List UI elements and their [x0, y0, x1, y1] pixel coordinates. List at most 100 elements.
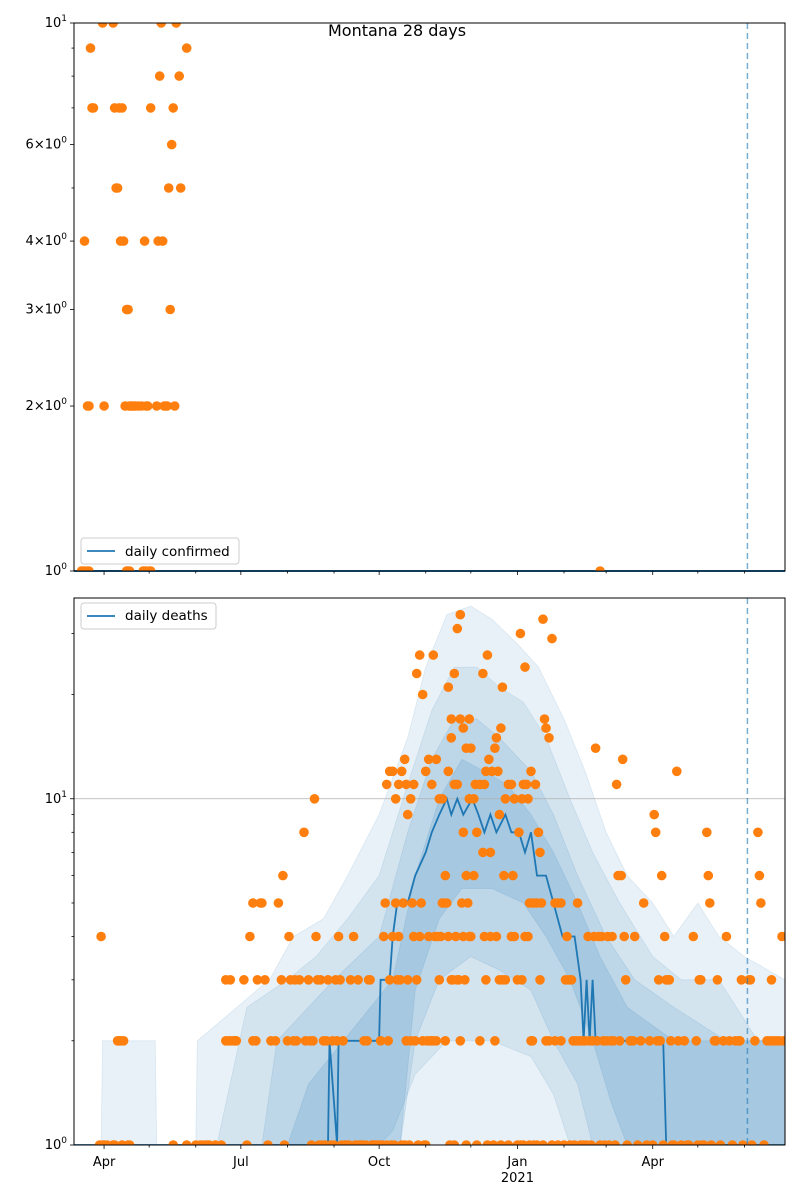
deaths-point: [611, 779, 622, 790]
deaths-y-tick-exponent: 0: [61, 1136, 67, 1146]
deaths-point: [727, 1140, 738, 1145]
deaths-x-tick-label: Apr: [641, 1155, 664, 1170]
deaths-point: [284, 931, 294, 942]
deaths-point: [538, 1140, 548, 1145]
deaths-x-tick-label: Jul: [232, 1155, 249, 1170]
deaths-point: [427, 779, 437, 790]
deaths-point: [653, 975, 664, 985]
deaths-plot-background: [74, 598, 785, 1145]
deaths-point: [544, 733, 554, 743]
deaths-point: [635, 1036, 646, 1046]
deaths-point: [395, 975, 406, 985]
deaths-point: [750, 1036, 760, 1046]
deaths-point: [610, 1140, 620, 1145]
confirmed-point: [145, 103, 156, 113]
deaths-point: [414, 650, 425, 660]
deaths-point: [242, 1140, 252, 1145]
deaths-point: [523, 931, 533, 942]
deaths-point: [323, 975, 333, 985]
deaths-point: [383, 1036, 394, 1046]
deaths-point: [408, 779, 419, 790]
deaths-point: [644, 1036, 655, 1046]
confirmed-point: [174, 71, 184, 81]
confirmed-point: [108, 23, 118, 28]
confirmed-y-tick-exponent: 0: [61, 562, 67, 572]
deaths-point: [539, 714, 550, 724]
deaths-point: [423, 754, 434, 765]
deaths-point: [753, 827, 763, 838]
deaths-point: [118, 1036, 129, 1046]
deaths-point: [691, 1036, 702, 1046]
deaths-point: [442, 898, 452, 908]
confirmed-y-tick-label: 4×100: [26, 232, 68, 249]
confirmed-legend-box: [80, 537, 240, 565]
confirmed-point: [163, 183, 174, 193]
deaths-point: [446, 714, 457, 724]
deaths-point: [390, 794, 401, 804]
deaths-x-tick-label: Apr: [93, 1155, 116, 1170]
deaths-point: [638, 898, 649, 908]
deaths-point: [398, 898, 409, 908]
deaths-point: [497, 682, 508, 692]
deaths-point: [440, 1036, 451, 1046]
deaths-point: [506, 779, 517, 790]
deaths-point: [715, 1140, 726, 1145]
deaths-point: [420, 1140, 431, 1145]
deaths-point: [437, 794, 448, 804]
confirmed-y-tick-label: 100: [45, 562, 68, 579]
deaths-point: [538, 614, 548, 624]
confirmed-point: [595, 566, 605, 571]
deaths-point: [402, 975, 413, 985]
deaths-point: [778, 1036, 785, 1046]
confirmed-point: [117, 103, 127, 113]
deaths-point: [333, 931, 344, 942]
confirmed-legend: daily confirmed: [80, 537, 240, 565]
deaths-point: [669, 1140, 679, 1145]
deaths-point: [294, 975, 305, 985]
deaths-point: [393, 779, 404, 790]
deaths-point: [375, 1036, 386, 1046]
deaths-point: [378, 931, 389, 942]
deaths-point: [402, 809, 413, 820]
confirmed-point: [168, 103, 178, 113]
deaths-y-tick-label: 101: [45, 790, 67, 807]
deaths-point: [672, 766, 682, 777]
deaths-point: [469, 794, 479, 804]
deaths-point: [389, 1140, 399, 1145]
confirmed-legend-label: daily confirmed: [125, 544, 230, 560]
confirmed-plot-background: [74, 23, 785, 571]
deaths-point: [517, 975, 527, 985]
confirmed-y-tick-exponent: 0: [61, 301, 67, 311]
deaths-x-tick-year-label: 2021: [501, 1171, 534, 1186]
deaths-point: [562, 931, 572, 942]
deaths-point: [338, 1036, 348, 1046]
deaths-points: [94, 609, 785, 1145]
confirmed-point: [175, 183, 186, 193]
deaths-point: [711, 1036, 721, 1046]
confirmed-point: [166, 139, 177, 150]
deaths-point: [478, 847, 488, 858]
deaths-point: [735, 1036, 745, 1046]
deaths-point: [572, 898, 583, 908]
deaths-point: [449, 1140, 460, 1145]
deaths-point: [449, 668, 460, 679]
deaths-point: [270, 1036, 281, 1046]
deaths-point: [404, 1140, 414, 1145]
deaths-point: [431, 1036, 442, 1046]
deaths-point: [446, 733, 457, 743]
deaths-point: [181, 1140, 192, 1145]
deaths-point: [530, 779, 541, 790]
confirmed-point: [79, 236, 90, 246]
deaths-point: [607, 931, 617, 942]
confirmed-point: [165, 304, 175, 315]
deaths-point: [345, 975, 356, 985]
deaths-point: [666, 1036, 676, 1046]
confirmed-point: [151, 401, 162, 411]
deaths-point: [96, 931, 106, 942]
deaths-point: [365, 975, 375, 985]
confirmed-point: [84, 401, 94, 411]
deaths-point: [308, 1036, 318, 1046]
deaths-point: [329, 1140, 339, 1145]
deaths-point: [216, 1140, 227, 1145]
